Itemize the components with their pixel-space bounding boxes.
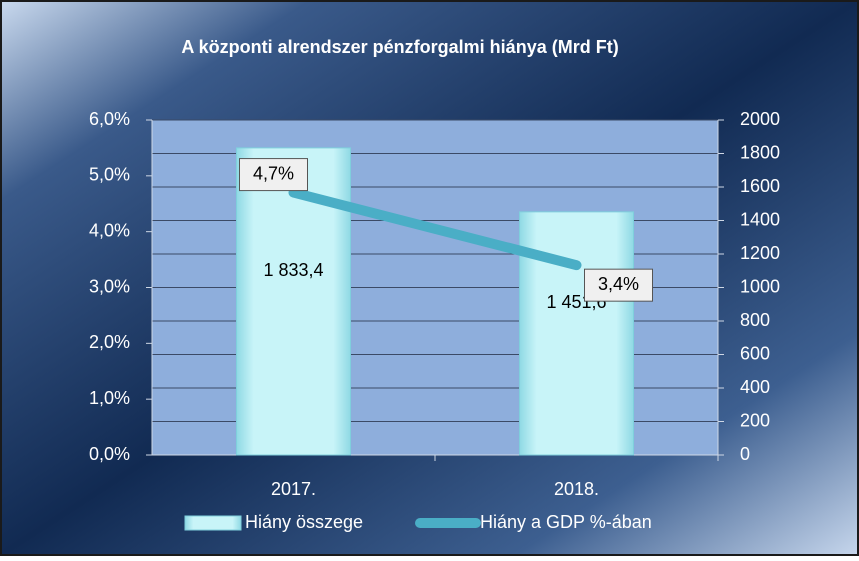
data-label: 4,7% — [253, 163, 294, 183]
data-label: 1 833,4 — [263, 260, 323, 280]
chart-title: A központi alrendszer pénzforgalmi hiány… — [181, 37, 618, 57]
x-tick-label: 2018. — [554, 479, 599, 499]
y2-tick-label: 1800 — [740, 142, 780, 162]
bar — [519, 211, 634, 456]
y-tick-label: 5,0% — [89, 165, 130, 185]
y2-tick-label: 1200 — [740, 243, 780, 263]
y2-tick-label: 2000 — [740, 109, 780, 129]
legend-label: Hiány a GDP %-ában — [480, 512, 652, 532]
legend-label: Hiány összege — [245, 512, 363, 532]
data-label-box — [584, 268, 653, 302]
y2-tick-label: 1600 — [740, 176, 780, 196]
y-tick-label: 4,0% — [89, 220, 130, 240]
data-label: 3,4% — [598, 274, 639, 294]
y2-tick-label: 1000 — [740, 276, 780, 296]
data-label-box — [239, 158, 308, 192]
x-tick-label: 2017. — [271, 479, 316, 499]
y-tick-label: 0,0% — [89, 444, 130, 464]
y-tick-label: 2,0% — [89, 332, 130, 352]
y2-tick-label: 400 — [740, 377, 770, 397]
legend-swatch — [184, 515, 242, 531]
y-tick-label: 6,0% — [89, 109, 130, 129]
y-tick-label: 1,0% — [89, 388, 130, 408]
y2-tick-label: 800 — [740, 310, 770, 330]
y2-tick-label: 600 — [740, 343, 770, 363]
y2-tick-label: 0 — [740, 444, 750, 464]
y-tick-label: 3,0% — [89, 276, 130, 296]
y2-tick-label: 1400 — [740, 209, 780, 229]
y2-tick-label: 200 — [740, 410, 770, 430]
line — [288, 187, 582, 271]
